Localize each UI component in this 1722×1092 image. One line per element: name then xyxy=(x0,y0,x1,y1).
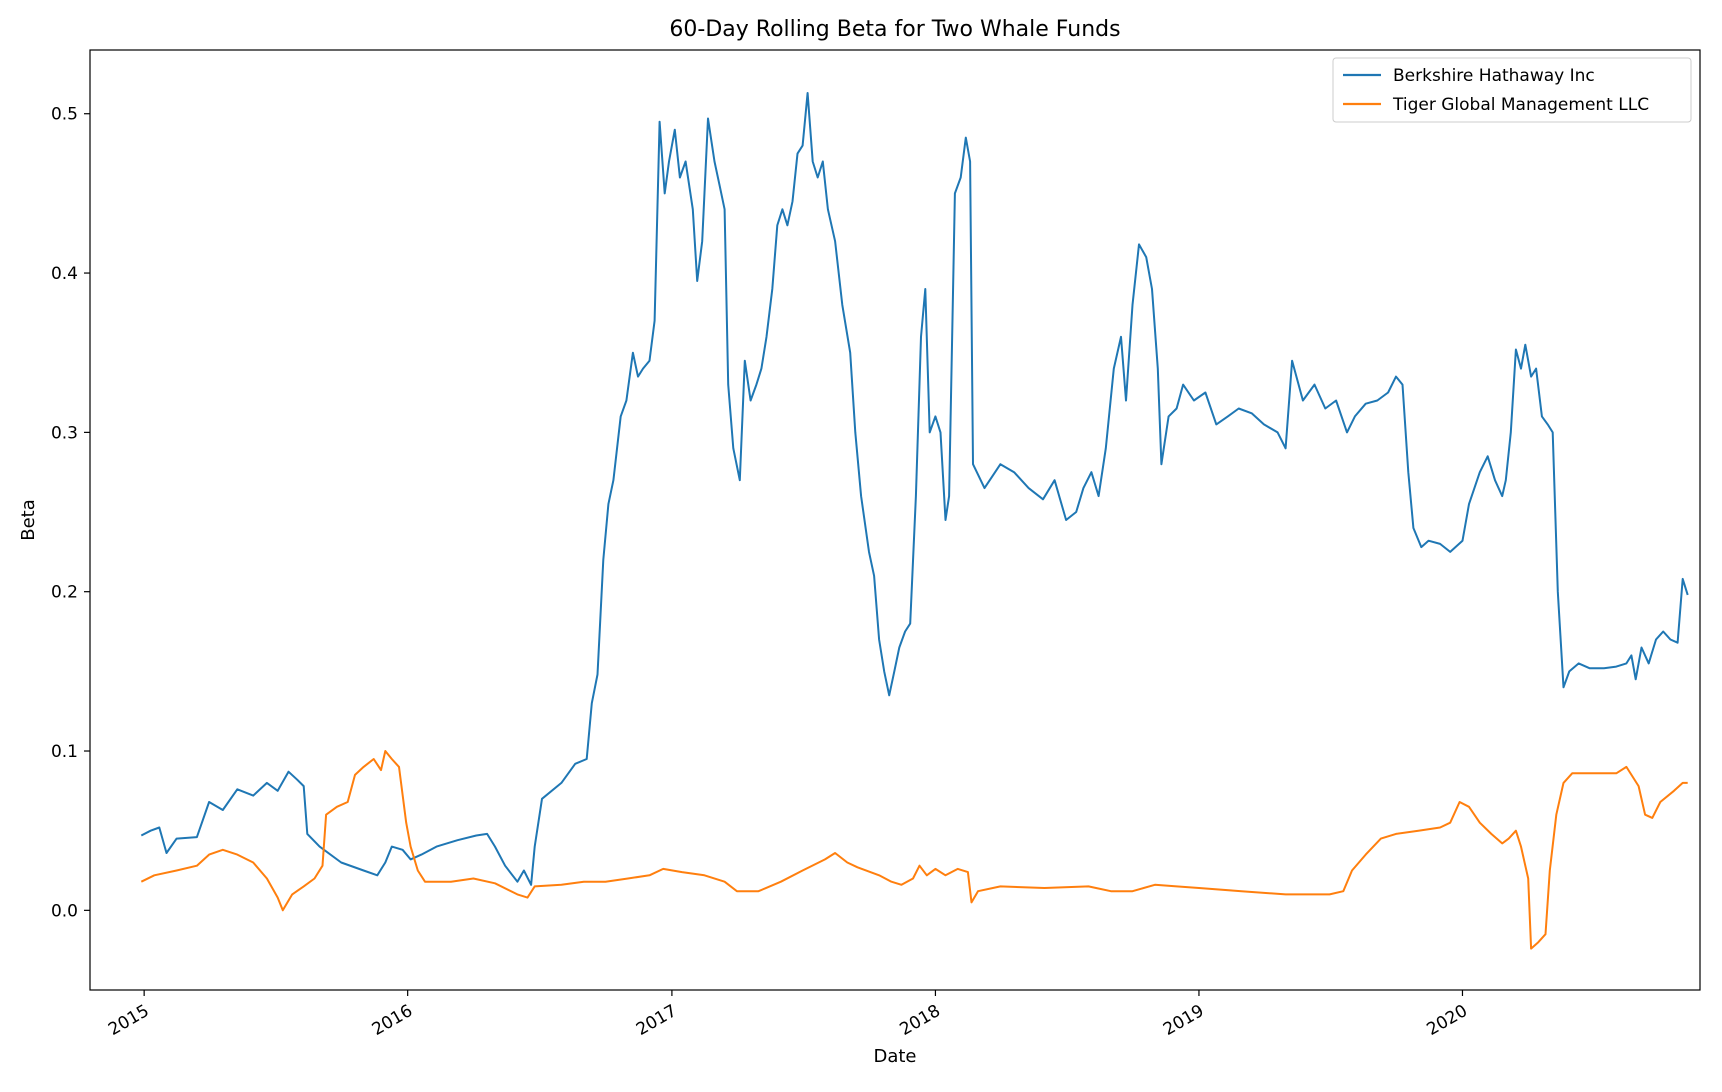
x-axis-title: Date xyxy=(873,1046,916,1067)
legend: Berkshire Hathaway Inc Tiger Global Manag… xyxy=(1332,57,1692,123)
y-tick-label: 0.0 xyxy=(51,901,78,921)
legend-label-1: Berkshire Hathaway Inc xyxy=(1393,66,1595,86)
series-line-1 xyxy=(140,92,1689,886)
y-axis: 0.0 0.1 0.2 0.3 0.4 0.5 xyxy=(51,105,90,921)
series-line-2 xyxy=(140,750,1688,950)
y-tick-label: 0.3 xyxy=(51,423,78,443)
y-tick-label: 0.5 xyxy=(51,105,78,125)
y-tick-label: 0.4 xyxy=(51,264,78,284)
chart-title: 60-Day Rolling Beta for Two Whale Funds xyxy=(669,17,1120,42)
y-axis-title: Beta xyxy=(18,499,39,541)
plot-frame xyxy=(89,49,1701,991)
plot-area xyxy=(89,49,1701,991)
y-tick-label: 0.1 xyxy=(51,742,78,762)
y-tick-label: 0.2 xyxy=(51,583,78,603)
legend-box xyxy=(1332,57,1692,123)
legend-label-2: Tiger Global Management LLC xyxy=(1392,95,1649,115)
